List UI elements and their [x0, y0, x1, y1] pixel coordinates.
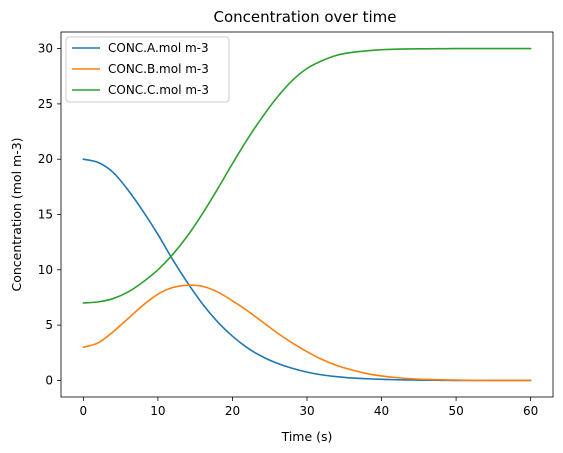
legend-entry-1: CONC.A.mol m-3	[108, 41, 209, 55]
y-tick-label: 15	[38, 208, 53, 222]
y-tick-label: 20	[38, 152, 53, 166]
series-line-2	[82, 284, 532, 382]
x-axis: 0 10 20 30 40 50 60	[80, 397, 538, 418]
series-layer	[82, 47, 532, 382]
x-tick-label: 30	[299, 404, 314, 418]
y-tick-label: 10	[38, 263, 53, 277]
y-tick-label: 30	[38, 42, 53, 56]
y-tick-label: 5	[45, 318, 53, 332]
x-tick-label: 50	[448, 404, 463, 418]
legend-entry-2: CONC.B.mol m-3	[108, 62, 209, 76]
x-axis-label: Time (s)	[281, 429, 333, 444]
legend: CONC.A.mol m-3 CONC.B.mol m-3 CONC.C.mol m…	[65, 36, 230, 103]
x-tick-label: 10	[150, 404, 165, 418]
x-tick-label: 0	[80, 404, 88, 418]
y-tick-label: 25	[38, 97, 53, 111]
y-axis: 0 5 10 15 20 25 30	[38, 42, 61, 387]
x-tick-label: 40	[374, 404, 389, 418]
y-axis-label: Concentration (mol m-3)	[9, 137, 24, 291]
x-tick-label: 60	[523, 404, 538, 418]
legend-entry-3: CONC.C.mol m-3	[108, 83, 209, 97]
legend-box	[65, 36, 230, 103]
chart-title: Concentration over time	[214, 8, 397, 26]
x-tick-label: 20	[225, 404, 240, 418]
series-line-3	[82, 47, 532, 304]
y-tick-label: 0	[45, 373, 53, 387]
series-line-1	[82, 158, 532, 382]
